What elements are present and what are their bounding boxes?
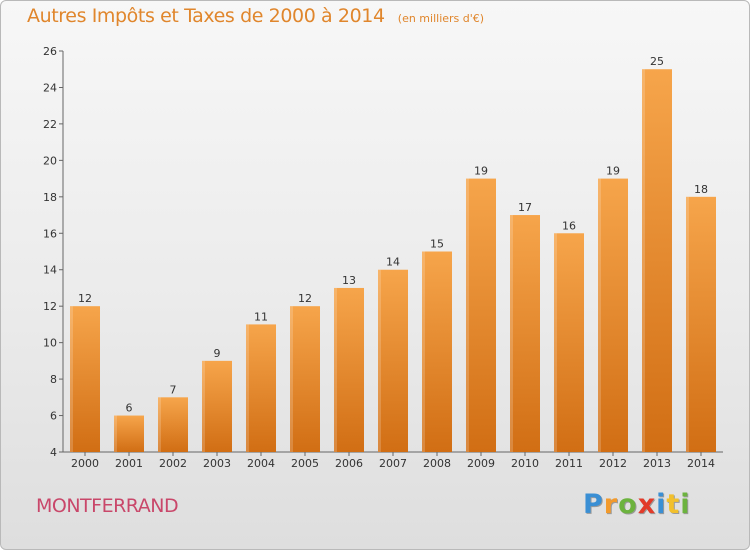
y-tick-label: 24: [43, 81, 57, 94]
logo-letter: i: [680, 489, 691, 520]
x-tick-label: 2005: [291, 457, 319, 470]
bar-highlight: [686, 196, 689, 452]
bar: [422, 251, 452, 452]
bar-highlight: [202, 360, 205, 452]
y-tick-label: 8: [50, 373, 57, 386]
bar-highlight: [554, 233, 557, 452]
bar-value-label: 17: [518, 201, 532, 214]
chart-title-unit: (en milliers d'€): [397, 12, 485, 25]
bar-value-label: 19: [606, 165, 620, 178]
y-tick-label: 22: [43, 118, 57, 131]
bar-value-label: 6: [126, 402, 133, 415]
bar-value-label: 13: [342, 274, 356, 287]
y-tick-label: 18: [43, 191, 57, 204]
x-tick-label: 2006: [335, 457, 363, 470]
x-tick-label: 2012: [599, 457, 627, 470]
x-tick-label: 2008: [423, 457, 451, 470]
bar-value-label: 25: [650, 55, 664, 68]
bar-highlight: [114, 415, 117, 452]
y-tick-label: 12: [43, 300, 57, 313]
x-tick-label: 2010: [511, 457, 539, 470]
y-tick-label: 14: [43, 264, 57, 277]
bar: [686, 196, 716, 452]
bar-value-label: 7: [170, 383, 177, 396]
logo-letter: o: [618, 489, 638, 520]
bar-value-label: 12: [78, 292, 92, 305]
bar: [202, 360, 232, 452]
bar: [158, 397, 188, 452]
bar: [598, 178, 628, 452]
bar-highlight: [70, 306, 73, 452]
bar-highlight: [642, 69, 645, 453]
logo-letter: i: [656, 489, 667, 520]
x-tick-label: 2003: [203, 457, 231, 470]
bar: [466, 178, 496, 452]
y-tick-label: 4: [50, 446, 57, 459]
x-tick-label: 2013: [643, 457, 671, 470]
bar-highlight: [466, 178, 469, 452]
bar: [510, 215, 540, 452]
bar-highlight: [290, 306, 293, 452]
bar: [378, 269, 408, 452]
bar-value-label: 9: [214, 347, 221, 360]
x-tick-label: 2007: [379, 457, 407, 470]
bar: [642, 69, 672, 453]
x-tick-label: 2011: [555, 457, 583, 470]
bar-highlight: [598, 178, 601, 452]
logo-letter: x: [637, 489, 657, 520]
bar-highlight: [246, 324, 249, 452]
y-tick-label: 6: [50, 410, 57, 423]
x-tick-label: 2001: [115, 457, 143, 470]
logo-letter: r: [603, 489, 619, 520]
y-tick-label: 20: [43, 154, 57, 167]
y-tick-label: 26: [43, 45, 57, 58]
bar-highlight: [510, 215, 513, 452]
logo-letter: P: [583, 489, 604, 520]
bar-value-label: 14: [386, 256, 400, 269]
x-tick-label: 2004: [247, 457, 275, 470]
x-tick-label: 2009: [467, 457, 495, 470]
bar-highlight: [422, 251, 425, 452]
bar: [290, 306, 320, 452]
chart-title-main: Autres Impôts et Taxes de 2000 à 2014: [27, 5, 385, 27]
bar: [70, 306, 100, 452]
bar: [334, 287, 364, 452]
logo-letter: t: [666, 489, 681, 520]
y-tick-label: 16: [43, 227, 57, 240]
y-tick-label: 10: [43, 337, 57, 350]
x-tick-label: 2000: [71, 457, 99, 470]
bar-value-label: 15: [430, 238, 444, 251]
proxiti-logo: Proxiti: [583, 489, 691, 520]
bar-value-label: 16: [562, 219, 576, 232]
x-tick-label: 2002: [159, 457, 187, 470]
x-tick-label: 2014: [687, 457, 715, 470]
bar: [554, 233, 584, 452]
bar-value-label: 19: [474, 165, 488, 178]
bar-value-label: 18: [694, 183, 708, 196]
bar-highlight: [378, 269, 381, 452]
bar: [114, 415, 144, 452]
bar-value-label: 11: [254, 310, 268, 323]
commune-name: MONTFERRAND: [36, 495, 179, 517]
bar: [246, 324, 276, 452]
bar-highlight: [334, 287, 337, 452]
bar-value-label: 12: [298, 292, 312, 305]
bar-highlight: [158, 397, 161, 452]
chart-title: Autres Impôts et Taxes de 2000 à 2014 (e…: [27, 5, 484, 27]
